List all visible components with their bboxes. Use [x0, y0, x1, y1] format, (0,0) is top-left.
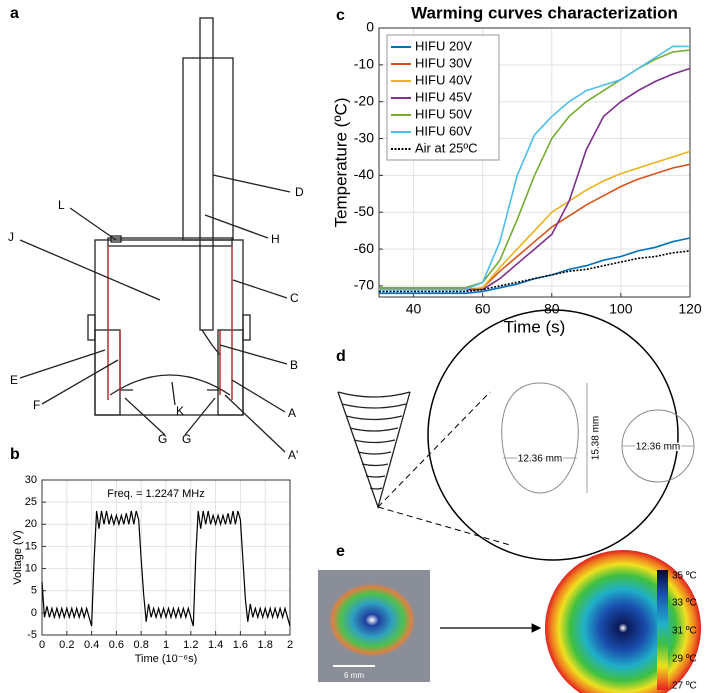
- x-tick-label: 1.2: [183, 639, 198, 651]
- x-tick-label: 120: [678, 300, 702, 316]
- data-line: [41, 510, 291, 627]
- x-tick-label: 0.4: [84, 639, 99, 651]
- x-axis-label: Time (s): [504, 317, 566, 336]
- legend-label: HIFU 20V: [415, 38, 472, 53]
- x-tick-label: 1.8: [258, 639, 273, 651]
- data-line: [379, 237, 691, 295]
- x-tick-label: 0.2: [59, 639, 74, 651]
- dimension-label: 12.36 mm: [636, 442, 680, 453]
- part-label: A': [288, 448, 298, 462]
- annotation: Freq. = 1.2247 MHz: [107, 488, 205, 500]
- part-label: A: [288, 406, 296, 420]
- y-tick-label: -20: [354, 92, 374, 108]
- chart-title: Warming curves characterization: [411, 3, 678, 22]
- part-label: F: [33, 398, 40, 412]
- part-label: G: [158, 432, 167, 446]
- x-axis-label: Time (10⁻⁶s): [135, 653, 198, 665]
- apparatus-labels: D H L J C B E F K G G A A': [8, 185, 304, 462]
- data-line: [379, 45, 690, 291]
- panel-label: e: [336, 543, 345, 560]
- panel-label: a: [10, 5, 19, 22]
- y-tick-label: 5: [31, 585, 37, 597]
- y-tick-label: 15: [25, 540, 37, 552]
- panel-label: b: [10, 446, 20, 463]
- y-tick-label: -40: [354, 166, 374, 182]
- dimension-label: 15.38 mm: [591, 416, 602, 460]
- x-tick-label: 80: [544, 300, 560, 316]
- plot-frame: [378, 27, 691, 298]
- part-label: D: [295, 185, 304, 199]
- x-tick-label: 60: [475, 300, 491, 316]
- colorbar-label: 29 ºC: [672, 654, 697, 665]
- x-tick-label: 0.6: [109, 639, 124, 651]
- legend-label: Air at 25ºC: [415, 140, 478, 155]
- part-label: B: [290, 358, 298, 372]
- y-tick-label: -70: [354, 277, 374, 293]
- scale-bar-label: 6 mm: [344, 671, 364, 680]
- y-tick-label: 0: [31, 607, 37, 619]
- legend-label: HIFU 50V: [415, 106, 472, 121]
- x-tick-label: 0: [39, 639, 45, 651]
- y-tick-label: 20: [25, 518, 37, 530]
- x-tick-label: 1: [163, 639, 169, 651]
- y-tick-label: -30: [354, 129, 374, 145]
- colorbar-label: 35 ºC: [672, 571, 697, 582]
- y-tick-label: 30: [25, 474, 37, 486]
- legend-label: HIFU 60V: [415, 123, 472, 138]
- x-tick-label: 2: [287, 639, 293, 651]
- x-tick-label: 40: [406, 300, 422, 316]
- data-line: [379, 250, 691, 293]
- thermal-panel: [318, 550, 701, 693]
- panel-label: d: [336, 348, 346, 365]
- dimension-label: 12.36 mm: [518, 454, 562, 465]
- colorbar-labels: 35 ºC 33 ºC 31 ºC 29 ºC 27 ºC: [672, 571, 697, 692]
- cone-diagram: [337, 309, 695, 561]
- colorbar-label: 31 ºC: [672, 626, 697, 637]
- y-tick-label: 10: [25, 562, 37, 574]
- legend-label: HIFU 45V: [415, 89, 472, 104]
- part-label: G: [182, 432, 191, 446]
- plot-frame: [41, 479, 291, 636]
- y-tick-label: -60: [354, 240, 374, 256]
- y-axis-label: Voltage (V): [12, 530, 24, 584]
- part-label: C: [290, 291, 299, 305]
- y-tick-label: -10: [354, 56, 374, 72]
- x-tick-label: 100: [609, 300, 633, 316]
- part-label: J: [8, 230, 14, 244]
- part-label: L: [58, 198, 65, 212]
- y-axis-label: Temperature (ºC): [331, 98, 350, 228]
- y-tick-label: 0: [366, 19, 374, 35]
- x-tick-label: 1.6: [233, 639, 248, 651]
- part-label: H: [271, 232, 280, 246]
- legend-label: HIFU 30V: [415, 55, 472, 70]
- y-tick-label: 25: [25, 496, 37, 508]
- y-tick-label: -50: [354, 203, 374, 219]
- colorbar-label: 33 ºC: [672, 598, 697, 609]
- legend-label: HIFU 40V: [415, 72, 472, 87]
- x-tick-label: 1.4: [208, 639, 223, 651]
- part-label: K: [176, 404, 184, 418]
- part-label: E: [10, 373, 18, 387]
- panel-label: c: [336, 7, 345, 24]
- colorbar-label: 27 ºC: [672, 681, 697, 692]
- y-tick-label: -5: [27, 629, 37, 641]
- apparatus-drawing: [19, 17, 291, 453]
- x-tick-label: 0.8: [134, 639, 149, 651]
